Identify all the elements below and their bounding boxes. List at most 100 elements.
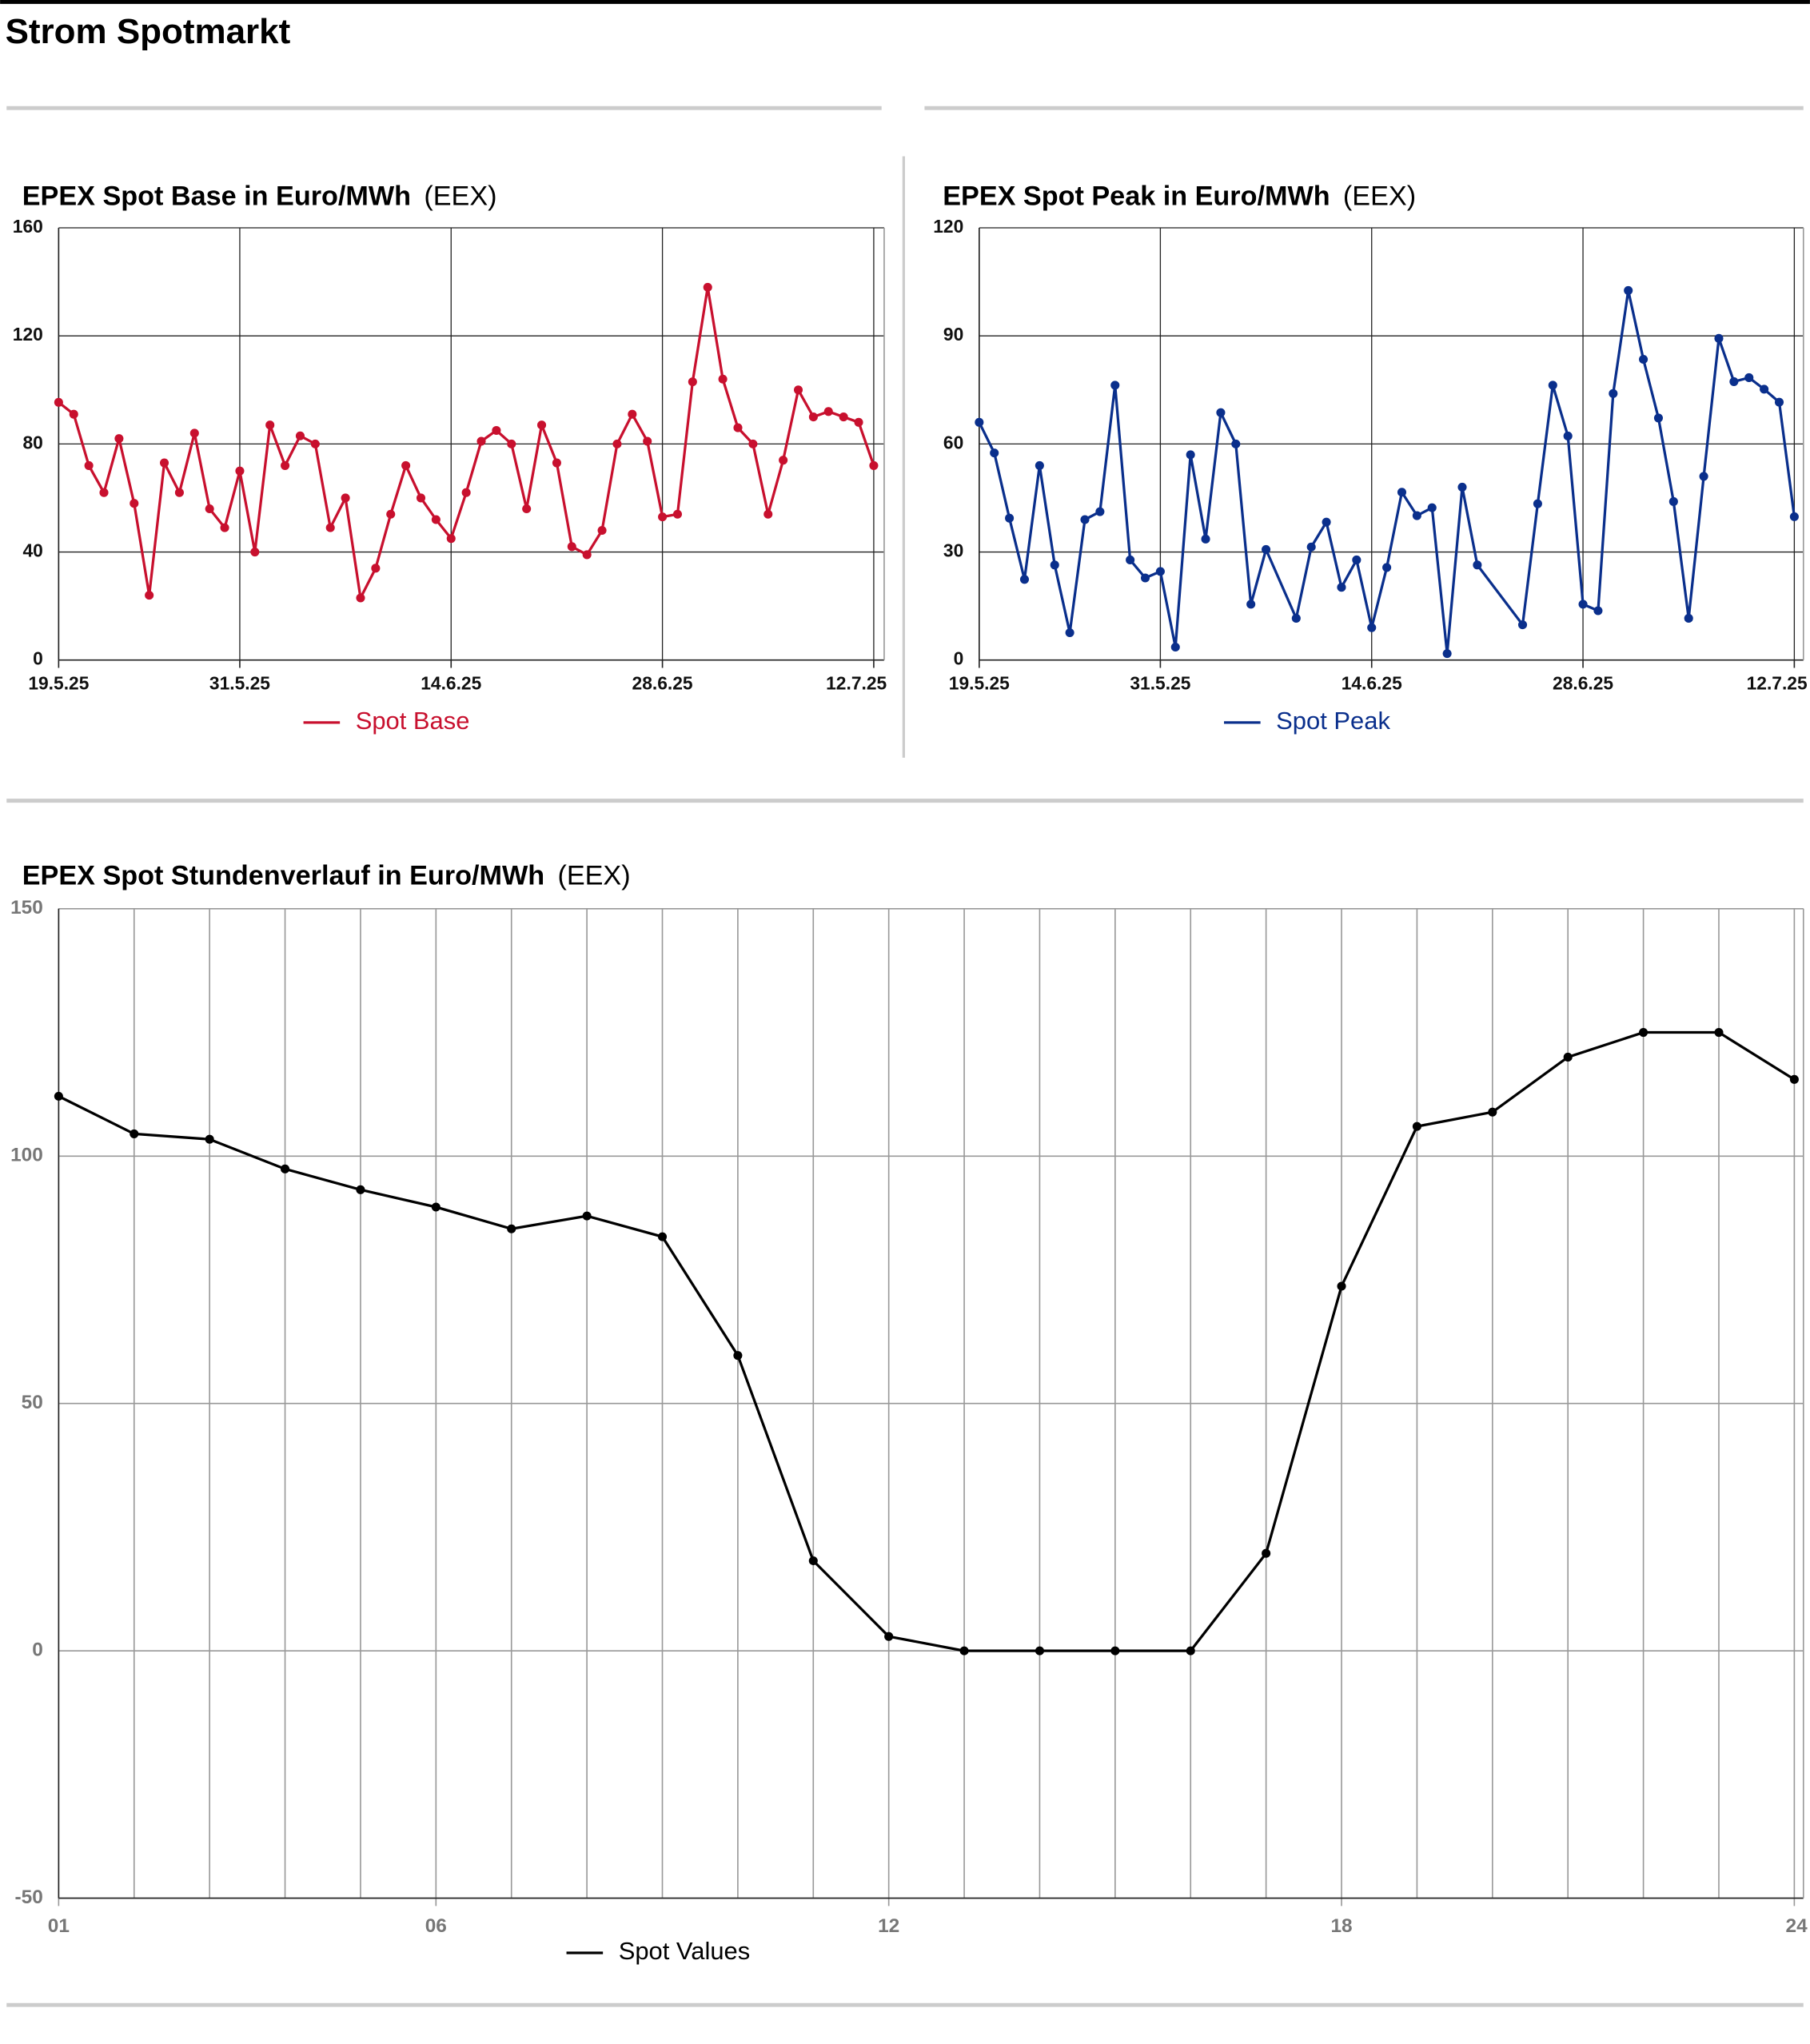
data-point	[1668, 496, 1678, 507]
data-point	[1262, 544, 1271, 554]
data-point	[189, 428, 199, 438]
data-point	[1473, 560, 1482, 570]
data-point	[1035, 460, 1044, 470]
data-point	[597, 525, 607, 536]
data-point	[1533, 499, 1542, 508]
data-point	[1699, 472, 1708, 481]
chart-title: EPEX Spot Stundenverlauf in Euro/MWh (EEX…	[22, 861, 631, 891]
data-point	[356, 1185, 365, 1194]
data-point	[1216, 408, 1226, 417]
data-point	[507, 439, 516, 448]
x-tick-label: 12	[878, 1915, 899, 1937]
data-point	[235, 466, 245, 476]
data-point	[1774, 397, 1784, 407]
data-point	[688, 377, 697, 387]
title-main: EPEX Spot Peak in Euro/MWh	[943, 181, 1330, 212]
data-point	[1140, 573, 1150, 583]
chart-title: EPEX Spot Base in Euro/MWh (EEX)	[22, 181, 497, 212]
data-point	[1517, 620, 1528, 630]
data-point	[1110, 381, 1120, 390]
data-point	[114, 434, 124, 444]
y-tick-label: 30	[943, 540, 963, 561]
y-tick-label: 90	[943, 324, 963, 345]
data-point	[159, 458, 169, 468]
data-point	[1367, 623, 1377, 632]
data-point	[793, 385, 803, 395]
x-tick-label: 28.6.25	[1553, 673, 1613, 694]
data-point	[1427, 503, 1437, 512]
legend-label: Spot Peak	[1276, 707, 1390, 735]
data-point	[537, 420, 547, 430]
data-point	[854, 417, 863, 427]
data-point	[839, 412, 848, 422]
data-point	[1744, 373, 1754, 383]
data-point	[84, 460, 94, 470]
data-point	[672, 509, 683, 519]
data-point	[1593, 606, 1603, 616]
y-tick-label: 100	[10, 1145, 43, 1166]
data-point	[1231, 439, 1241, 448]
data-point	[1291, 613, 1301, 624]
data-point	[1352, 555, 1361, 565]
data-point	[281, 460, 290, 470]
data-point	[431, 1202, 441, 1212]
title-source: (EEX)	[1343, 181, 1416, 212]
data-point	[1201, 534, 1210, 544]
data-point	[461, 488, 471, 497]
y-tick-label: 0	[954, 648, 964, 669]
data-point	[628, 409, 637, 419]
data-point	[1578, 600, 1588, 609]
data-point	[69, 409, 78, 419]
data-point	[174, 488, 184, 497]
data-point	[1412, 1122, 1421, 1131]
data-point	[1653, 413, 1663, 423]
data-point	[1729, 377, 1739, 386]
chart-title: EPEX Spot Peak in Euro/MWh (EEX)	[943, 181, 1416, 212]
data-point	[205, 504, 214, 514]
data-point	[1684, 613, 1693, 624]
x-tick-label: 06	[425, 1915, 447, 1937]
data-point	[884, 1632, 894, 1641]
data-point	[1789, 512, 1799, 521]
y-tick-label: 80	[22, 432, 42, 452]
data-point	[582, 550, 592, 560]
data-point	[552, 458, 561, 468]
data-point	[612, 439, 622, 448]
data-point	[1126, 555, 1135, 565]
x-tick-label: 24	[1786, 1915, 1808, 1937]
data-point	[130, 1129, 139, 1138]
data-point	[1397, 488, 1407, 497]
data-point	[1563, 1052, 1573, 1062]
data-point	[1609, 388, 1618, 398]
data-point	[1639, 1027, 1649, 1038]
data-point	[748, 439, 758, 448]
x-tick-label: 19.5.25	[949, 673, 1010, 694]
title-main: EPEX Spot Base in Euro/MWh	[22, 181, 411, 212]
y-tick-label: 120	[13, 324, 43, 345]
data-point	[265, 420, 275, 430]
y-tick-label: 150	[10, 897, 43, 918]
data-point	[1246, 600, 1256, 609]
data-point	[990, 448, 999, 458]
x-tick-label: 31.5.25	[1130, 673, 1190, 694]
data-point	[1337, 583, 1346, 592]
y-tick-label: 40	[22, 540, 42, 561]
data-point	[295, 431, 305, 440]
y-tick-label: 0	[32, 1640, 43, 1661]
data-point	[1019, 575, 1030, 584]
x-tick-label: 19.5.25	[28, 673, 89, 694]
series-line	[58, 1030, 1796, 1652]
data-point	[310, 439, 320, 448]
data-point	[325, 523, 335, 532]
data-point	[416, 493, 426, 503]
data-point	[1050, 560, 1059, 570]
data-point	[1639, 354, 1649, 365]
series-line	[978, 289, 1796, 655]
data-point	[130, 499, 139, 508]
data-point	[657, 1232, 668, 1241]
data-point	[658, 512, 668, 522]
data-point	[1624, 285, 1633, 295]
data-point	[1442, 649, 1452, 659]
data-point	[250, 548, 260, 557]
y-tick-label: 50	[22, 1392, 43, 1413]
